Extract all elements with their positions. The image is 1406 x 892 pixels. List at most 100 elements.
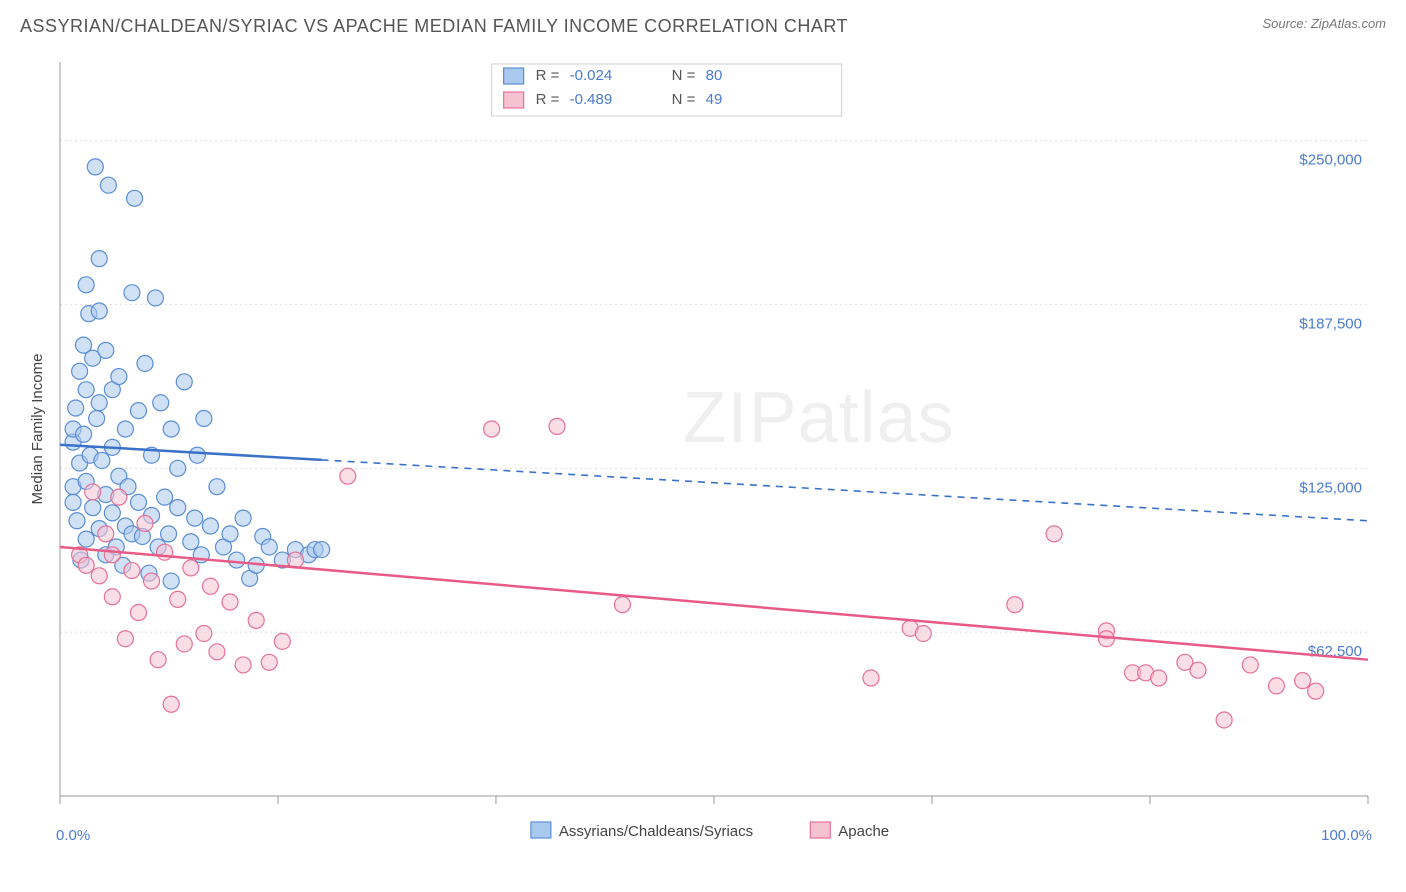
data-point [863,670,879,686]
data-point [150,652,166,668]
data-point [222,594,238,610]
data-point [196,625,212,641]
data-point [176,636,192,652]
data-point [89,411,105,427]
data-point [69,513,85,529]
data-point [209,479,225,495]
watermark: ZIPatlas [683,378,955,458]
data-point [78,382,94,398]
data-point [170,500,186,516]
data-point [91,251,107,267]
scatter-chart: ZIPatlas$62,500$125,000$187,500$250,0000… [20,46,1386,856]
data-point [127,190,143,206]
y-tick-label: $187,500 [1299,315,1362,332]
data-point [248,612,264,628]
data-point [144,573,160,589]
data-point [130,605,146,621]
data-point [85,484,101,500]
x-tick-label: 100.0% [1321,827,1372,844]
data-point [65,494,81,510]
data-point [124,285,140,301]
data-point [1308,683,1324,699]
data-point [209,644,225,660]
legend-label: Apache [838,823,889,840]
data-point [91,303,107,319]
data-point [340,468,356,484]
data-point [78,277,94,293]
data-point [147,290,163,306]
data-point [1007,597,1023,613]
legend-r-label: R = [536,91,560,108]
data-point [100,177,116,193]
chart-title: ASSYRIAN/CHALDEAN/SYRIAC VS APACHE MEDIA… [20,16,848,37]
data-point [98,342,114,358]
legend-swatch [810,822,830,838]
data-point [157,544,173,560]
data-point [91,568,107,584]
data-point [187,510,203,526]
chart-container: ZIPatlas$62,500$125,000$187,500$250,0000… [20,46,1386,856]
data-point [222,526,238,542]
legend-swatch [504,68,524,84]
data-point [153,395,169,411]
data-point [183,560,199,576]
data-point [130,403,146,419]
legend-n-value: 80 [706,67,723,84]
data-point [117,421,133,437]
data-point [176,374,192,390]
data-point [104,505,120,521]
data-point [76,426,92,442]
data-point [163,573,179,589]
data-point [85,500,101,516]
data-point [78,557,94,573]
y-axis-label: Median Family Income [29,354,46,505]
y-tick-label: $250,000 [1299,152,1362,169]
data-point [183,534,199,550]
data-point [235,657,251,673]
data-point [202,578,218,594]
data-point [170,460,186,476]
legend-n-value: 49 [706,91,723,108]
data-point [484,421,500,437]
x-tick-label: 0.0% [56,827,90,844]
data-point [1190,662,1206,678]
data-point [202,518,218,534]
data-point [235,510,251,526]
legend-r-value: -0.489 [570,91,613,108]
trend-line-dashed [322,460,1368,521]
data-point [94,452,110,468]
data-point [111,489,127,505]
data-point [1242,657,1258,673]
data-point [104,589,120,605]
data-point [163,696,179,712]
data-point [137,515,153,531]
data-point [170,591,186,607]
legend-r-value: -0.024 [570,67,613,84]
data-point [91,395,107,411]
legend-swatch [504,92,524,108]
data-point [111,369,127,385]
source-label: Source: ZipAtlas.com [1262,16,1386,31]
data-point [137,355,153,371]
legend-n-label: N = [672,67,696,84]
data-point [130,494,146,510]
data-point [104,547,120,563]
data-point [1151,670,1167,686]
data-point [274,633,290,649]
data-point [189,447,205,463]
data-point [1268,678,1284,694]
y-tick-label: $125,000 [1299,479,1362,496]
data-point [915,625,931,641]
legend-label: Assyrians/Chaldeans/Syriacs [559,823,753,840]
legend-swatch [531,822,551,838]
legend-r-label: R = [536,67,560,84]
data-point [163,421,179,437]
data-point [161,526,177,542]
data-point [157,489,173,505]
data-point [229,552,245,568]
data-point [1295,673,1311,689]
data-point [72,363,88,379]
data-point [98,526,114,542]
data-point [124,563,140,579]
legend-n-label: N = [672,91,696,108]
